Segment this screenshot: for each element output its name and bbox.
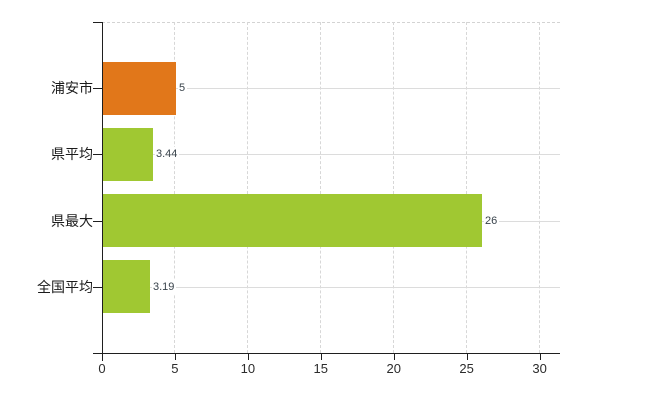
bar-value-label: 26 <box>484 214 500 228</box>
x-gridline <box>538 22 540 353</box>
bar-value-label: 5 <box>178 81 188 95</box>
x-gridline <box>319 22 321 353</box>
x-axis-tick-label: 25 <box>459 361 474 376</box>
x-axis-tick-mark <box>174 353 176 360</box>
y-axis-tick-mark <box>93 88 102 89</box>
x-axis-tick-label: 10 <box>240 361 256 376</box>
x-axis-tick-label: 15 <box>313 361 329 376</box>
category-gridline <box>103 287 560 288</box>
category-gridline <box>103 154 560 155</box>
x-gridline <box>173 22 175 353</box>
x-axis-tick-mark <box>393 353 395 360</box>
bar <box>103 62 176 115</box>
y-axis-tick-mark <box>93 287 102 288</box>
x-axis-tick-mark <box>539 353 541 360</box>
bar-value-label: 3.44 <box>155 147 180 161</box>
bar-value-label: 3.19 <box>152 280 177 294</box>
x-axis-tick-mark <box>247 353 249 360</box>
bar <box>103 194 482 247</box>
category-label: 県平均 <box>51 146 93 162</box>
x-axis-tick-mark <box>466 353 468 360</box>
category-label: 県最大 <box>51 213 93 229</box>
x-axis-tick-label: 20 <box>386 361 401 376</box>
x-gridline <box>465 22 467 353</box>
category-label: 浦安市 <box>51 80 93 96</box>
bar <box>103 260 150 313</box>
x-axis-tick-label: 0 <box>98 361 106 376</box>
x-gridline <box>392 22 394 353</box>
y-axis-tick-mark <box>93 221 102 222</box>
category-gridline <box>103 88 560 89</box>
x-axis-tick-mark <box>320 353 322 360</box>
y-axis-tick-mark <box>93 154 102 155</box>
x-axis-tick-label: 5 <box>171 361 179 376</box>
x-axis-line <box>93 353 560 354</box>
x-gridline <box>246 22 248 353</box>
y-axis-line <box>102 22 103 361</box>
plot-top-gridline <box>102 22 560 23</box>
category-label: 全国平均 <box>37 279 93 295</box>
y-axis-top-tick-mark <box>93 22 102 23</box>
bar <box>103 128 153 181</box>
x-axis-tick-label: 30 <box>532 361 547 376</box>
